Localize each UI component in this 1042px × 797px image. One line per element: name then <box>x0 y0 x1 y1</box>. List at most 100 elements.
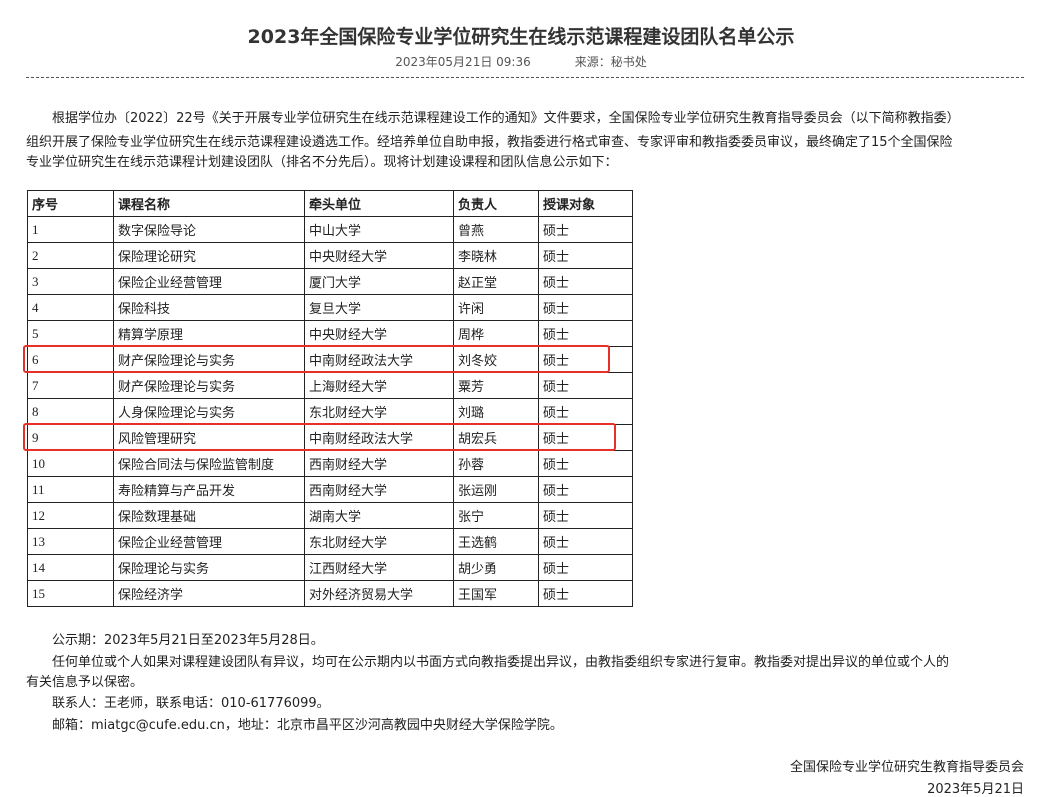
table-row: 3 保险企业经营管理 厦门大学 赵正堂 硕士 <box>27 268 633 295</box>
table-cell: 中央财经大学 <box>304 320 454 347</box>
column-header: 授课对象 <box>538 190 633 217</box>
table-cell: 西南财经大学 <box>304 450 454 477</box>
table-row: 6 财产保险理论与实务 中南财经政法大学 刘冬姣 硕士 <box>27 346 633 373</box>
table-cell: 硕士 <box>538 268 633 295</box>
table-cell: 硕士 <box>538 346 633 373</box>
table-cell: 寿险精算与产品开发 <box>113 476 305 503</box>
table-cell: 数字保险导论 <box>113 216 305 243</box>
table-cell: 硕士 <box>538 580 633 607</box>
table-cell: 王选鹤 <box>453 528 539 555</box>
table-cell: 3 <box>27 268 114 295</box>
table-cell: 硕士 <box>538 294 633 321</box>
table-cell: 保险科技 <box>113 294 305 321</box>
table-cell: 东北财经大学 <box>304 528 454 555</box>
notice-period: 公示期：2023年5月21日至2023年5月28日。 <box>52 633 324 648</box>
table-cell: 硕士 <box>538 216 633 243</box>
table-cell: 上海财经大学 <box>304 372 454 399</box>
table-cell: 14 <box>27 554 114 581</box>
table-cell: 粟芳 <box>453 372 539 399</box>
table-cell: 保险理论与实务 <box>113 554 305 581</box>
signature-org: 全国保险专业学位研究生教育指导委员会 <box>789 760 1024 775</box>
table-row: 13 保险企业经营管理 东北财经大学 王选鹤 硕士 <box>27 528 633 555</box>
table-cell: 李晓林 <box>453 242 539 269</box>
table-cell: 中南财经政法大学 <box>304 424 454 451</box>
table-cell: 曾燕 <box>453 216 539 243</box>
table-cell: 硕士 <box>538 528 633 555</box>
divider <box>26 77 1024 78</box>
table-cell: 东北财经大学 <box>304 398 454 425</box>
column-header: 牵头单位 <box>304 190 454 217</box>
table-cell: 13 <box>27 528 114 555</box>
table-cell: 赵正堂 <box>453 268 539 295</box>
highlight-box-row-6 <box>23 345 610 373</box>
table-cell: 人身保险理论与实务 <box>113 398 305 425</box>
column-header: 序号 <box>27 190 114 217</box>
table-cell: 中央财经大学 <box>304 242 454 269</box>
table-cell: 硕士 <box>538 242 633 269</box>
page-title: 2023年全国保险专业学位研究生在线示范课程建设团队名单公示 <box>247 26 795 48</box>
table-row: 14 保险理论与实务 江西财经大学 胡少勇 硕士 <box>27 554 633 581</box>
table-cell: 硕士 <box>538 398 633 425</box>
table-cell: 12 <box>27 502 114 529</box>
table-row: 10 保险合同法与保险监管制度 西南财经大学 孙蓉 硕士 <box>27 450 633 477</box>
column-header: 课程名称 <box>113 190 305 217</box>
publish-datetime: 2023年05月21日 09:36 <box>395 55 531 69</box>
highlight-box-row-9 <box>23 423 616 451</box>
table-cell: 西南财经大学 <box>304 476 454 503</box>
table-cell: 许闲 <box>453 294 539 321</box>
table-row: 9 风险管理研究 中南财经政法大学 胡宏兵 硕士 <box>27 424 633 451</box>
table-cell: 复旦大学 <box>304 294 454 321</box>
table-cell: 10 <box>27 450 114 477</box>
table-cell: 硕士 <box>538 476 633 503</box>
contact-info: 联系人：王老师，联系电话：010-61776099。 <box>52 696 330 711</box>
table-cell: 刘璐 <box>453 398 539 425</box>
table-cell: 胡宏兵 <box>453 424 539 451</box>
table-cell: 厦门大学 <box>304 268 454 295</box>
table-cell: 7 <box>27 372 114 399</box>
table-row: 15 保险经济学 对外经济贸易大学 王国军 硕士 <box>27 580 633 607</box>
email-address: 邮箱：miatgc@cufe.edu.cn，地址：北京市昌平区沙河高教园中央财经… <box>52 718 563 733</box>
table-cell: 中山大学 <box>304 216 454 243</box>
table-cell: 硕士 <box>538 320 633 347</box>
table-cell: 保险数理基础 <box>113 502 305 529</box>
intro-line: 专业学位研究生在线示范课程计划建设团队（排名不分先后）。现将计划建设课程和团队信… <box>26 155 618 170</box>
table-cell: 孙蓉 <box>453 450 539 477</box>
table-cell: 保险合同法与保险监管制度 <box>113 450 305 477</box>
signature-date: 2023年5月21日 <box>927 782 1024 797</box>
table-row: 5 精算学原理 中央财经大学 周桦 硕士 <box>27 320 633 347</box>
table-cell: 王国军 <box>453 580 539 607</box>
table-cell: 保险理论研究 <box>113 242 305 269</box>
table-cell: 对外经济贸易大学 <box>304 580 454 607</box>
table-cell: 财产保险理论与实务 <box>113 372 305 399</box>
table-cell: 湖南大学 <box>304 502 454 529</box>
table-cell: 硕士 <box>538 450 633 477</box>
table-cell: 张运刚 <box>453 476 539 503</box>
table-cell: 风险管理研究 <box>113 424 305 451</box>
table-cell: 江西财经大学 <box>304 554 454 581</box>
table-cell: 精算学原理 <box>113 320 305 347</box>
intro-line: 组织开展了保险专业学位研究生在线示范课程建设遴选工作。经培养单位自助申报，教指委… <box>26 135 953 150</box>
column-header: 负责人 <box>453 190 539 217</box>
table-row: 4 保险科技 复旦大学 许闲 硕士 <box>27 294 633 321</box>
objection-text: 任何单位或个人如果对课程建设团队有异议，均可在公示期内以书面方式向教指委提出异议… <box>52 655 950 670</box>
table-cell: 保险企业经营管理 <box>113 528 305 555</box>
intro-line: 根据学位办〔2022〕22号《关于开展专业学位研究生在线示范课程建设工作的通知》… <box>26 111 960 126</box>
table-row: 7 财产保险理论与实务 上海财经大学 粟芳 硕士 <box>27 372 633 399</box>
table-cell: 2 <box>27 242 114 269</box>
table-cell: 1 <box>27 216 114 243</box>
table-header-row: 序号 课程名称 牵头单位 负责人 授课对象 <box>27 190 633 217</box>
table-row: 1 数字保险导论 中山大学 曾燕 硕士 <box>27 216 633 243</box>
objection-text-cont: 有关信息予以保密。 <box>26 675 144 690</box>
table-cell: 5 <box>27 320 114 347</box>
article-meta: 2023年05月21日 09:36 来源：秘书处 <box>0 53 1042 70</box>
table-cell: 4 <box>27 294 114 321</box>
table-cell: 11 <box>27 476 114 503</box>
table-row: 11 寿险精算与产品开发 西南财经大学 张运刚 硕士 <box>27 476 633 503</box>
table-row: 2 保险理论研究 中央财经大学 李晓林 硕士 <box>27 242 633 269</box>
table-cell: 8 <box>27 398 114 425</box>
table-cell: 胡少勇 <box>453 554 539 581</box>
table-row: 12 保险数理基础 湖南大学 张宁 硕士 <box>27 502 633 529</box>
team-table: 序号 课程名称 牵头单位 负责人 授课对象 1 数字保险导论 中山大学 曾燕 硕士 2 保险理论研究… <box>27 190 633 607</box>
table-cell: 保险经济学 <box>113 580 305 607</box>
table-cell: 保险企业经营管理 <box>113 268 305 295</box>
